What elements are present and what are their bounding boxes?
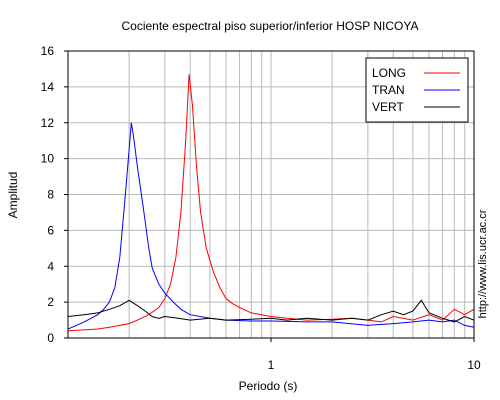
y-tick-label: 10 bbox=[41, 152, 55, 166]
series-line-tran bbox=[68, 122, 474, 330]
series-lines bbox=[68, 74, 474, 332]
y-tick-label: 16 bbox=[41, 44, 55, 58]
y-tick-label: 14 bbox=[41, 80, 55, 94]
y-axis-label: Amplitud bbox=[6, 172, 20, 219]
axis-ticks: 0 2 4 6 8 10 12 14 16 1 10 bbox=[41, 44, 481, 372]
legend-label-long: LONG bbox=[372, 66, 406, 80]
y-tick-label: 4 bbox=[47, 259, 54, 273]
series-line-vert bbox=[68, 299, 474, 323]
chart-title: Cociente espectral piso superior/inferio… bbox=[121, 19, 418, 33]
series-line-long bbox=[68, 74, 474, 332]
y-tick-label: 0 bbox=[47, 331, 54, 345]
y-tick-label: 2 bbox=[47, 295, 54, 309]
x-tick-label: 1 bbox=[268, 358, 275, 372]
y-tick-label: 12 bbox=[41, 116, 55, 130]
legend-label-tran: TRAN bbox=[372, 83, 405, 97]
x-tick-label: 10 bbox=[467, 358, 481, 372]
legend: LONG TRAN VERT bbox=[365, 57, 469, 123]
y-tick-label: 6 bbox=[47, 223, 54, 237]
legend-label-vert: VERT bbox=[372, 100, 404, 114]
x-axis-label: Periodo (s) bbox=[239, 379, 298, 393]
y-tick-label: 8 bbox=[47, 188, 54, 202]
side-url-note: http://www.lis.ucr.ac.cr bbox=[477, 209, 489, 318]
